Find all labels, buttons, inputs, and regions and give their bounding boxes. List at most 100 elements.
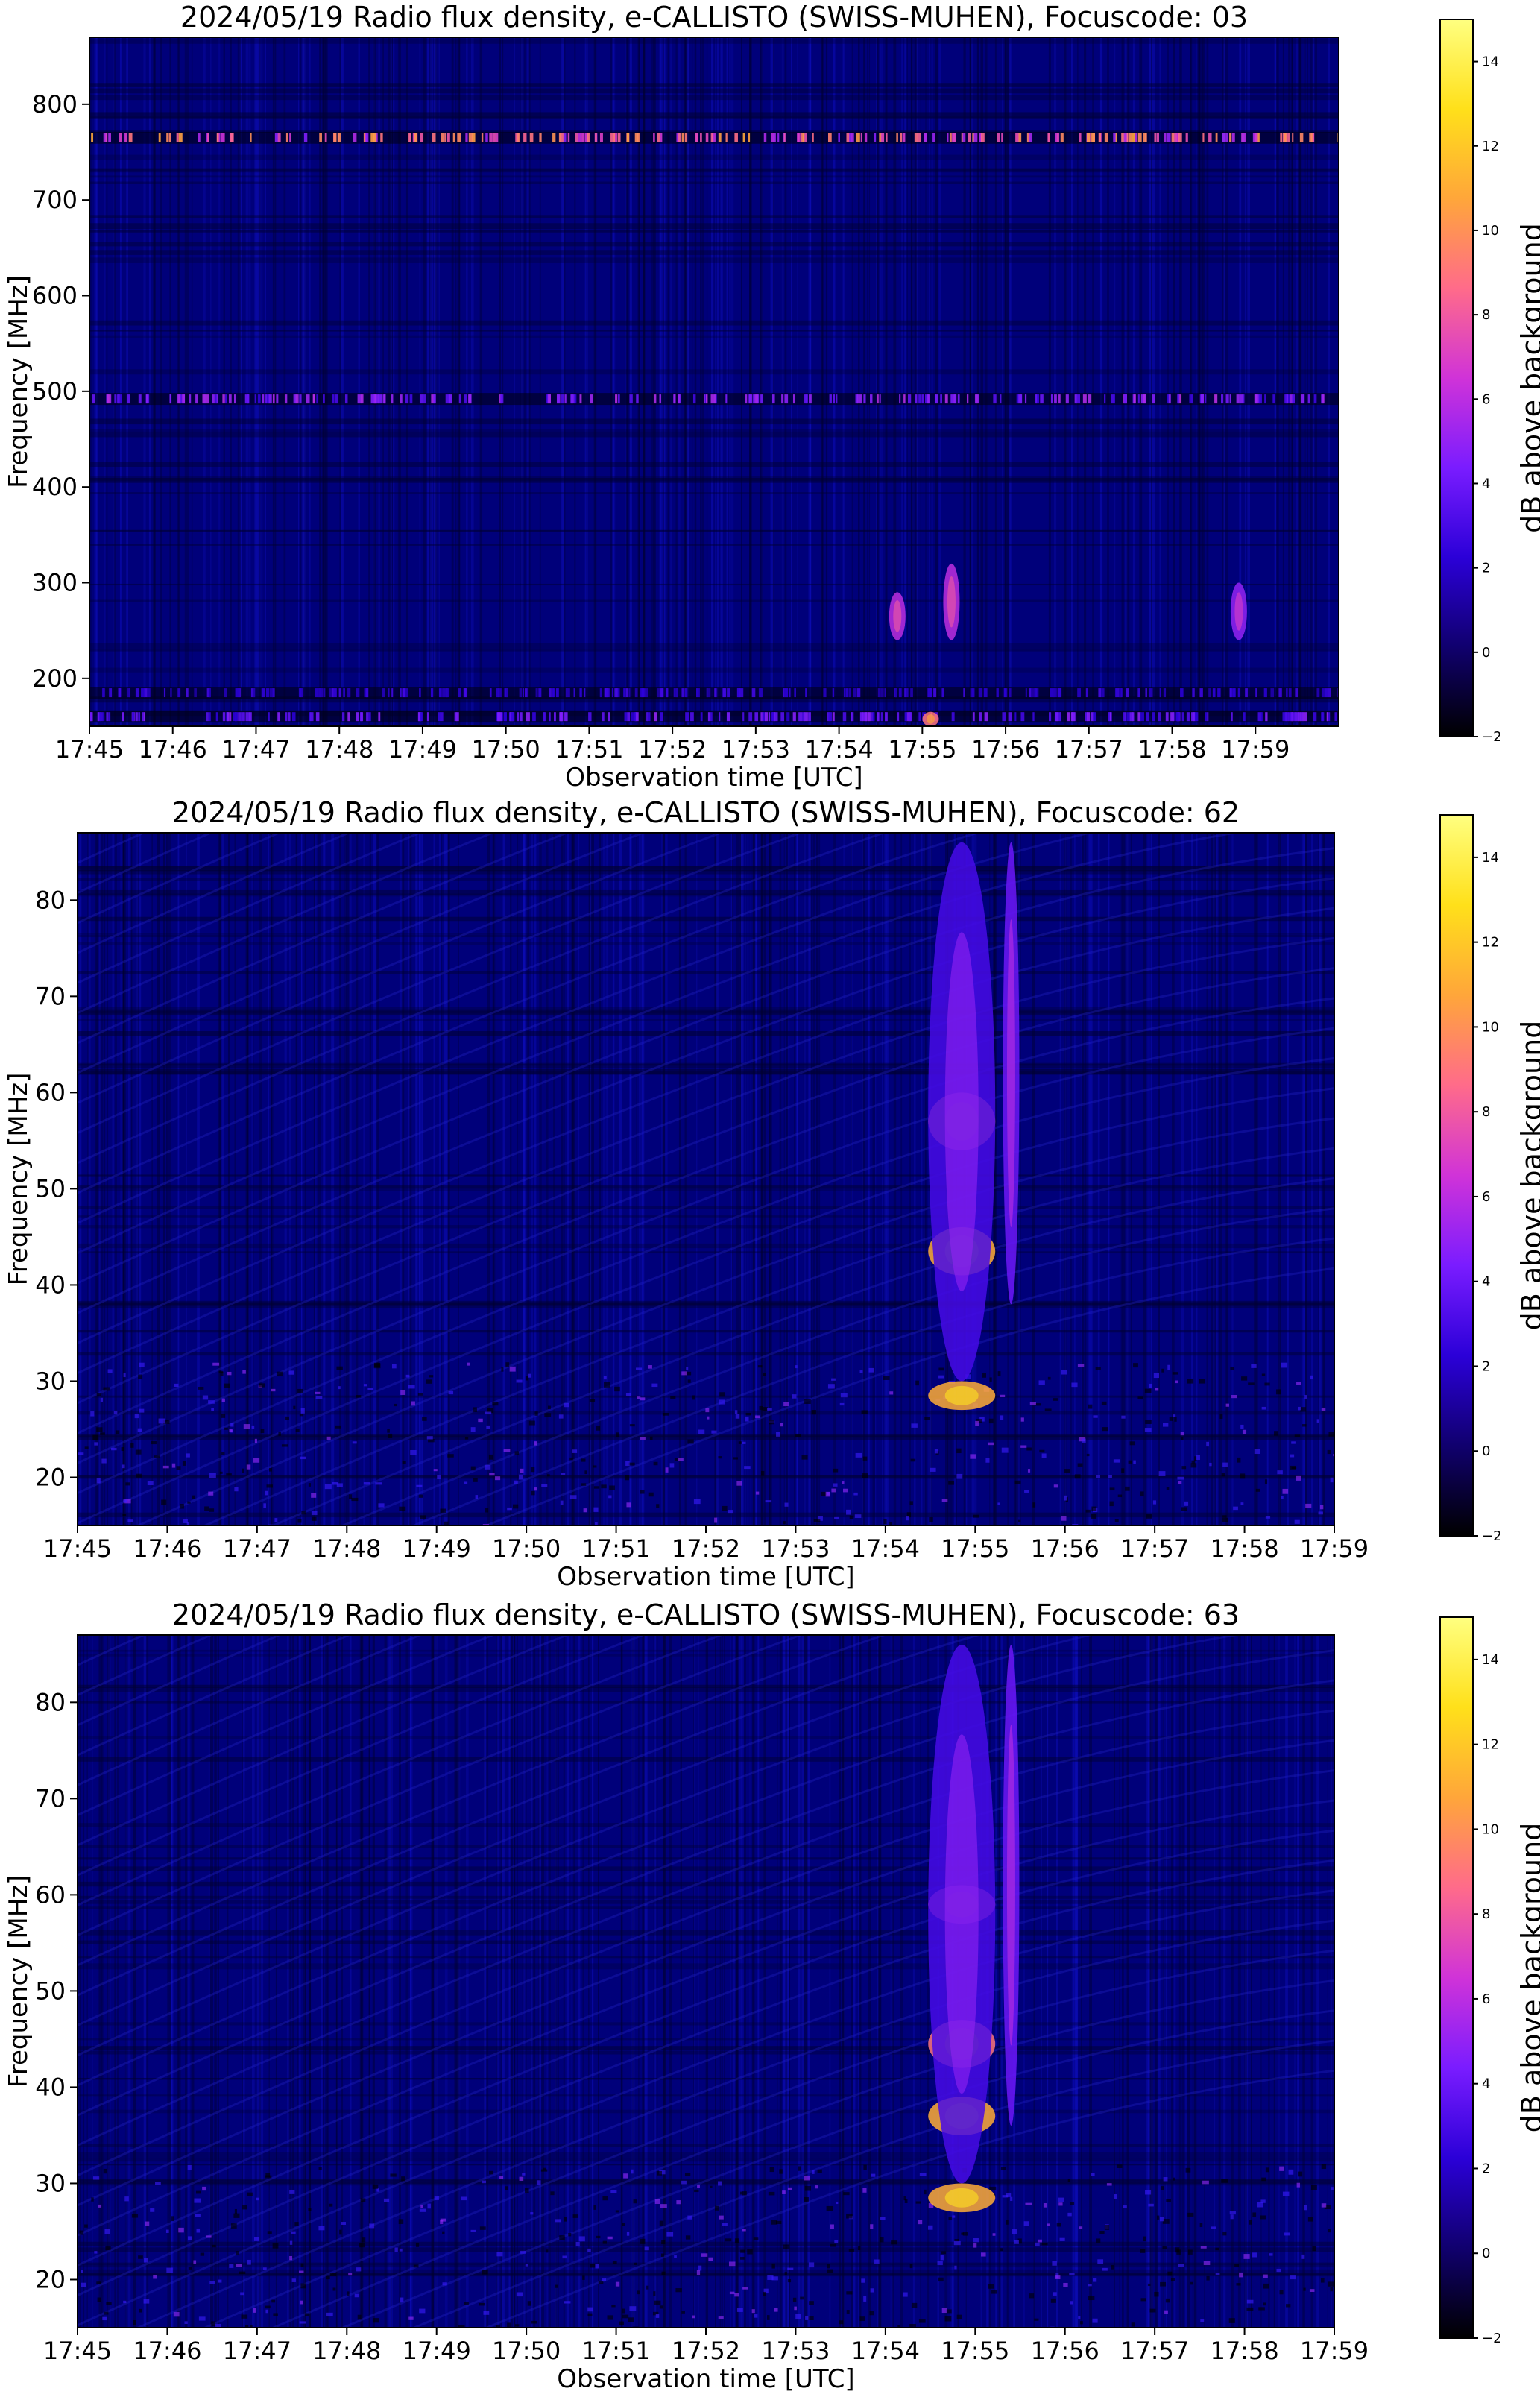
noise-speckle: [1294, 1519, 1300, 1524]
noise-streak: [1268, 1635, 1270, 2328]
rfi-band-mark: [856, 394, 859, 404]
noise-streak: [858, 1635, 860, 2328]
noise-streak: [230, 37, 232, 726]
noise-speckle: [629, 2306, 637, 2311]
fringe-line: [78, 1709, 1334, 2147]
rfi-band-mark: [145, 394, 148, 404]
noise-speckle: [1269, 2253, 1273, 2256]
noise-speckle: [798, 2166, 801, 2171]
noise-speckle: [1219, 1414, 1223, 1419]
rfi-band-mark: [608, 712, 610, 722]
noise-speckle: [1181, 1466, 1187, 1470]
noise-speckle: [989, 2186, 997, 2191]
noise-speckle: [774, 2308, 778, 2312]
noise-streak: [730, 37, 734, 726]
noise-streak: [335, 1635, 337, 2328]
noise-speckle: [470, 2229, 476, 2232]
colorbar-tick-label: 14: [1482, 850, 1499, 866]
noise-speckle: [1161, 2186, 1164, 2190]
noise-speckle: [734, 2293, 739, 2297]
rfi-band-mark: [745, 394, 748, 404]
noise-speckle: [336, 1483, 343, 1487]
rfi-band-mark: [973, 133, 978, 142]
noise-speckle: [300, 1456, 306, 1460]
rfi-band-mark: [1225, 133, 1228, 142]
noise-streak: [1266, 833, 1269, 1525]
noise-speckle: [341, 2222, 346, 2225]
noise-speckle: [1133, 1363, 1138, 1368]
noise-streak: [148, 37, 151, 726]
noise-speckle: [827, 1384, 835, 1389]
noise-speckle: [1263, 2283, 1269, 2289]
noise-streak: [591, 833, 594, 1525]
noise-streak: [963, 37, 966, 726]
rfi-band-mark: [422, 394, 426, 404]
noise-band: [78, 1330, 1334, 1333]
noise-streak: [433, 37, 437, 726]
noise-speckle: [1121, 1468, 1125, 1473]
noise-streak: [363, 833, 365, 1525]
noise-streak: [284, 833, 287, 1525]
noise-speckle: [859, 2316, 865, 2321]
spectrogram-chart-1: 2024/05/19 Radio flux density, e-CALLIST…: [4, 1, 1540, 793]
rfi-band-mark: [1016, 394, 1020, 404]
rfi-band-mark: [1093, 712, 1096, 722]
noise-speckle: [827, 2269, 834, 2273]
rfi-band-mark: [645, 688, 648, 698]
rfi-band-mark: [953, 394, 957, 404]
rfi-band-mark: [823, 688, 827, 698]
noise-speckle: [318, 2226, 325, 2231]
noise-speckle: [863, 2296, 867, 2302]
noise-speckle: [751, 2309, 755, 2314]
noise-speckle: [467, 1362, 470, 1366]
y-tick-label: 600: [32, 282, 78, 310]
noise-speckle: [656, 1504, 660, 1508]
noise-speckle: [547, 1474, 550, 1477]
noise-speckle: [1251, 1364, 1257, 1368]
rfi-band-mark: [555, 688, 559, 698]
noise-speckle: [1222, 2232, 1227, 2236]
noise-streak: [409, 1635, 413, 2328]
rfi-band-mark: [489, 688, 492, 698]
noise-speckle: [1239, 2272, 1243, 2278]
noise-speckle: [347, 2291, 350, 2296]
noise-speckle: [861, 1410, 868, 1414]
noise-speckle: [906, 1516, 909, 1521]
noise-streak: [356, 833, 359, 1525]
noise-speckle: [178, 2227, 184, 2233]
noise-speckle: [635, 1367, 643, 1370]
noise-streak: [859, 1635, 862, 2328]
noise-speckle: [548, 1405, 551, 1410]
noise-speckle: [1261, 2177, 1266, 2182]
noise-speckle: [831, 1378, 836, 1381]
noise-streak: [900, 1635, 903, 2328]
rfi-band-mark: [267, 394, 270, 404]
noise-speckle: [767, 2275, 774, 2280]
noise-speckle: [1196, 1455, 1200, 1461]
noise-speckle: [1145, 2190, 1152, 2195]
noise-speckle: [997, 1371, 1001, 1377]
rfi-band-mark: [696, 688, 698, 698]
noise-streak: [696, 833, 698, 1525]
noise-speckle: [514, 1451, 520, 1455]
rfi-band-mark: [1263, 688, 1267, 698]
noise-streak: [752, 1635, 755, 2328]
noise-streak: [843, 1635, 845, 2328]
noise-streak: [1149, 833, 1150, 1525]
x-tick-label: 17:57: [1120, 2337, 1189, 2365]
chart-title: 2024/05/19 Radio flux density, e-CALLIST…: [172, 796, 1240, 829]
noise-speckle: [295, 1429, 300, 1432]
rfi-band-mark: [1193, 688, 1195, 698]
noise-band: [89, 544, 1339, 546]
noise-speckle: [1290, 2275, 1296, 2280]
rfi-band-mark: [902, 133, 906, 142]
noise-speckle: [697, 2184, 700, 2188]
noise-speckle: [180, 1504, 184, 1509]
noise-streak: [435, 37, 437, 726]
rfi-band-mark: [1236, 394, 1240, 404]
noise-speckle: [938, 1367, 944, 1371]
noise-streak: [1204, 1635, 1205, 2328]
noise-speckle: [186, 1453, 190, 1458]
noise-streak: [643, 37, 646, 726]
rfi-band-mark: [109, 394, 112, 404]
